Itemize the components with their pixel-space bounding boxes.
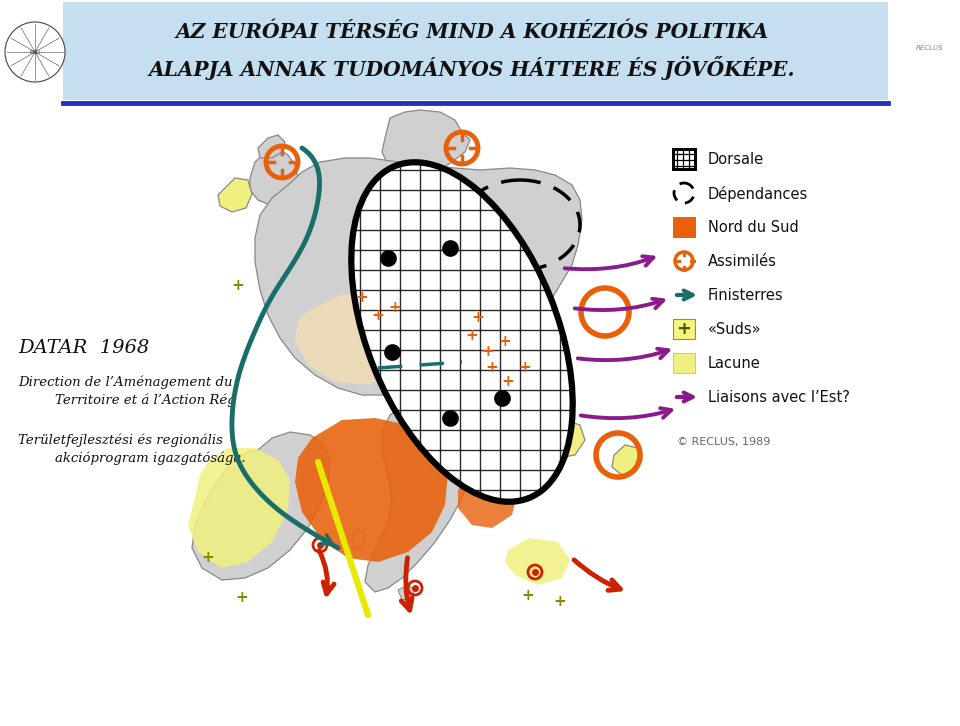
Text: +: + — [498, 335, 512, 349]
Text: DATAR  1968: DATAR 1968 — [18, 339, 149, 357]
Text: Assimilés: Assimilés — [708, 255, 777, 269]
Text: Nord du Sud: Nord du Sud — [708, 221, 799, 235]
FancyBboxPatch shape — [673, 217, 695, 237]
Text: +: + — [231, 277, 245, 293]
Polygon shape — [612, 445, 642, 475]
Text: +: + — [471, 311, 485, 325]
Text: RECLUS: RECLUS — [916, 45, 944, 51]
Polygon shape — [218, 178, 252, 212]
Text: AZ EURÓPAI TÉRSÉG MIND A KOHÉZIÓS POLITIKA: AZ EURÓPAI TÉRSÉG MIND A KOHÉZIÓS POLITI… — [176, 22, 769, 42]
Text: Liaisons avec l’Est?: Liaisons avec l’Est? — [708, 391, 850, 406]
Text: akcióprogram igazgatósága.: akcióprogram igazgatósága. — [55, 452, 246, 465]
Text: Direction de l’Aménagement du: Direction de l’Aménagement du — [18, 375, 232, 388]
Polygon shape — [295, 418, 448, 562]
Circle shape — [5, 22, 65, 82]
Text: +: + — [235, 590, 249, 605]
Text: Dépendances: Dépendances — [708, 186, 808, 202]
Text: +: + — [518, 361, 532, 375]
Text: +: + — [466, 327, 478, 343]
Text: Finisterres: Finisterres — [708, 288, 783, 303]
Text: Dorsale: Dorsale — [708, 152, 764, 168]
Text: +: + — [486, 361, 498, 375]
Polygon shape — [352, 530, 365, 548]
FancyBboxPatch shape — [63, 2, 888, 100]
Text: © RECLUS, 1989: © RECLUS, 1989 — [677, 437, 770, 447]
Polygon shape — [458, 468, 518, 528]
Text: +: + — [389, 301, 401, 316]
Text: +: + — [355, 290, 369, 306]
Text: Területfejlesztési és regionális: Területfejlesztési és regionális — [18, 433, 223, 446]
Polygon shape — [295, 292, 425, 385]
Polygon shape — [258, 135, 285, 158]
Text: +: + — [202, 550, 214, 566]
Text: Lacune: Lacune — [708, 356, 760, 372]
FancyBboxPatch shape — [673, 149, 695, 169]
Polygon shape — [365, 398, 472, 592]
Polygon shape — [250, 148, 298, 205]
Text: +: + — [502, 375, 515, 390]
Text: +: + — [554, 595, 566, 610]
Polygon shape — [192, 432, 330, 580]
Polygon shape — [382, 110, 470, 178]
Text: Territoire et á l’Action Rég: Territoire et á l’Action Rég — [55, 393, 236, 407]
Text: +: + — [677, 320, 691, 338]
Text: ALAPJA ANNAK TUDOMÁNYOS HÁTTERE ÉS JÖVŐKÉPE.: ALAPJA ANNAK TUDOMÁNYOS HÁTTERE ÉS JÖVŐK… — [149, 56, 795, 80]
Text: ESD: ESD — [30, 49, 40, 54]
Text: +: + — [482, 345, 494, 359]
Polygon shape — [540, 420, 585, 458]
Polygon shape — [188, 448, 290, 568]
FancyBboxPatch shape — [673, 319, 695, 339]
Text: +: + — [521, 587, 535, 603]
Ellipse shape — [351, 163, 573, 502]
Polygon shape — [505, 538, 570, 585]
Polygon shape — [398, 585, 415, 600]
Polygon shape — [255, 158, 582, 395]
FancyBboxPatch shape — [673, 353, 695, 373]
Polygon shape — [388, 172, 402, 184]
Text: «Suds»: «Suds» — [708, 322, 761, 338]
Polygon shape — [518, 360, 570, 420]
Text: +: + — [372, 308, 384, 322]
